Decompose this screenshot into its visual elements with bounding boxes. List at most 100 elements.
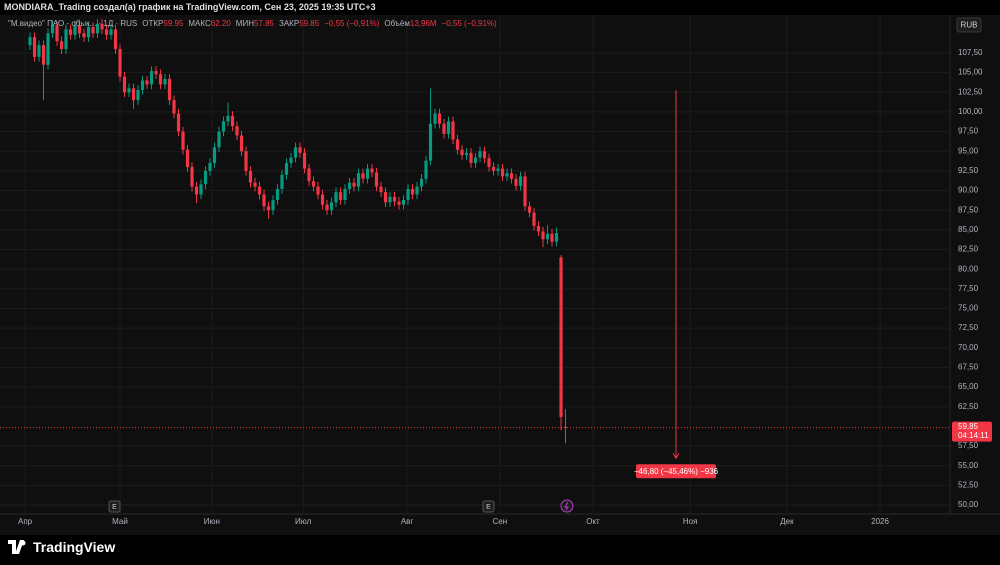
currency-box[interactable] — [956, 17, 982, 33]
y-tick-label: 97,50 — [958, 127, 979, 136]
brand[interactable]: TradingView — [8, 539, 115, 555]
candle-body — [433, 113, 437, 124]
y-tick-label: 102,50 — [958, 87, 983, 96]
legend-item: −0,55 (−0,91%) — [442, 19, 497, 28]
y-tick-label: 100,00 — [958, 107, 983, 116]
event-marker[interactable] — [108, 500, 121, 513]
y-tick-label: 65,00 — [958, 382, 979, 391]
candle-body — [68, 29, 73, 35]
x-tick-label: Июн — [204, 517, 220, 526]
candle-body — [37, 45, 41, 57]
legend-value: 57.85 — [253, 19, 275, 28]
candle-body — [239, 135, 244, 152]
candle-body — [307, 168, 311, 182]
x-tick-label: Апр — [18, 517, 33, 526]
candle-body — [338, 192, 343, 200]
y-tick-label: 80,00 — [958, 264, 979, 273]
candle-body — [491, 166, 496, 171]
candle-body — [118, 49, 122, 77]
legend-value: −0,55 (−0,91%) — [324, 19, 380, 28]
y-tick-label: 107,50 — [958, 48, 983, 57]
candle-body — [343, 188, 347, 200]
y-tick-label: 52,50 — [958, 480, 979, 489]
x-tick-label: Май — [112, 517, 128, 526]
candle-body — [352, 182, 356, 187]
candle-body — [559, 257, 563, 417]
brand-name: TradingView — [33, 539, 116, 555]
candle-body — [244, 151, 248, 171]
legend-label: Объём — [384, 19, 410, 28]
candle-body — [113, 29, 118, 50]
candle-body — [428, 123, 433, 161]
candle-body — [311, 181, 316, 187]
candle-body — [554, 233, 559, 242]
y-tick-label: 67,50 — [958, 363, 979, 372]
candle-body — [280, 174, 284, 189]
candle-body — [127, 88, 131, 93]
candle-body — [176, 113, 181, 132]
legend-value: 59.95 — [163, 19, 184, 28]
news-marker[interactable] — [560, 499, 574, 513]
candle-body — [541, 231, 545, 240]
y-tick-label: 72,50 — [958, 323, 979, 332]
y-tick-label: 85,00 — [958, 225, 979, 234]
legend-value: −0,55 (−0,91%) — [441, 19, 497, 28]
y-tick-label: 95,00 — [958, 146, 979, 155]
currency: RUB — [961, 21, 978, 30]
candle-body — [199, 184, 203, 195]
candle-body — [82, 33, 86, 38]
countdown: 04:14:11 — [958, 431, 989, 440]
legend-item: МАКС62.20 — [188, 19, 230, 28]
legend-value: 13,96M — [409, 19, 437, 28]
candle-body — [509, 173, 514, 179]
y-tick-label: 62,50 — [958, 402, 979, 411]
candle-body — [275, 188, 280, 200]
legend-item: −0,55 (−0,91%) — [324, 19, 379, 28]
candle-body — [73, 25, 77, 35]
candle-body — [464, 152, 469, 156]
candle-body — [415, 186, 419, 195]
legend-item: МИН57.85 — [236, 19, 274, 28]
candle-body — [122, 76, 127, 93]
header-title: MONDIARA_Trading создал(а) график на Tra… — [4, 2, 376, 12]
candle-body — [55, 25, 59, 42]
candle-body — [248, 170, 253, 183]
legend: "М.видео" ПАО - обык... · 1Д · RUS ОТКР5… — [8, 19, 497, 28]
measure-label: −46,80 (−45,46%) −936 — [634, 467, 719, 476]
legend-item: Объём13,96M — [384, 19, 436, 28]
candle-body — [329, 202, 334, 211]
candle-body — [365, 168, 370, 179]
y-tick-label: 55,00 — [958, 461, 979, 470]
candle-body — [262, 194, 266, 207]
candle-body — [131, 88, 136, 101]
legend-value: 59.85 — [299, 19, 320, 28]
event-icon: E — [486, 504, 491, 511]
candle-body — [95, 23, 100, 34]
y-tick-label: 75,00 — [958, 304, 979, 313]
candle-body — [271, 199, 275, 211]
candle-body — [410, 188, 415, 195]
candle-body — [320, 194, 325, 205]
last-price-label: 59,85 — [958, 422, 979, 431]
x-tick-label: Ноя — [683, 517, 698, 526]
brand-logo — [8, 540, 26, 554]
candle-body — [46, 33, 50, 65]
x-tick-label: Сен — [492, 517, 507, 526]
candle-body — [203, 170, 208, 185]
grid: 50,00 52,50 55,00 57,50 62,50 65,00 67,50 70,00… — [0, 15, 983, 526]
candle-body — [50, 25, 55, 34]
y-tick-label: 87,50 — [958, 205, 979, 214]
news-icon — [564, 501, 569, 511]
candle-body — [154, 71, 158, 75]
candle-body — [536, 225, 541, 232]
candle-body — [145, 80, 149, 85]
candle-body — [550, 233, 554, 242]
event-marker[interactable] — [482, 500, 495, 513]
x-tick-label: Окт — [586, 517, 600, 526]
candle-body — [401, 199, 406, 205]
candle-body — [86, 27, 91, 38]
candle-body — [545, 233, 550, 240]
legend-label: МАКС — [188, 19, 211, 28]
candle-body — [104, 29, 109, 35]
